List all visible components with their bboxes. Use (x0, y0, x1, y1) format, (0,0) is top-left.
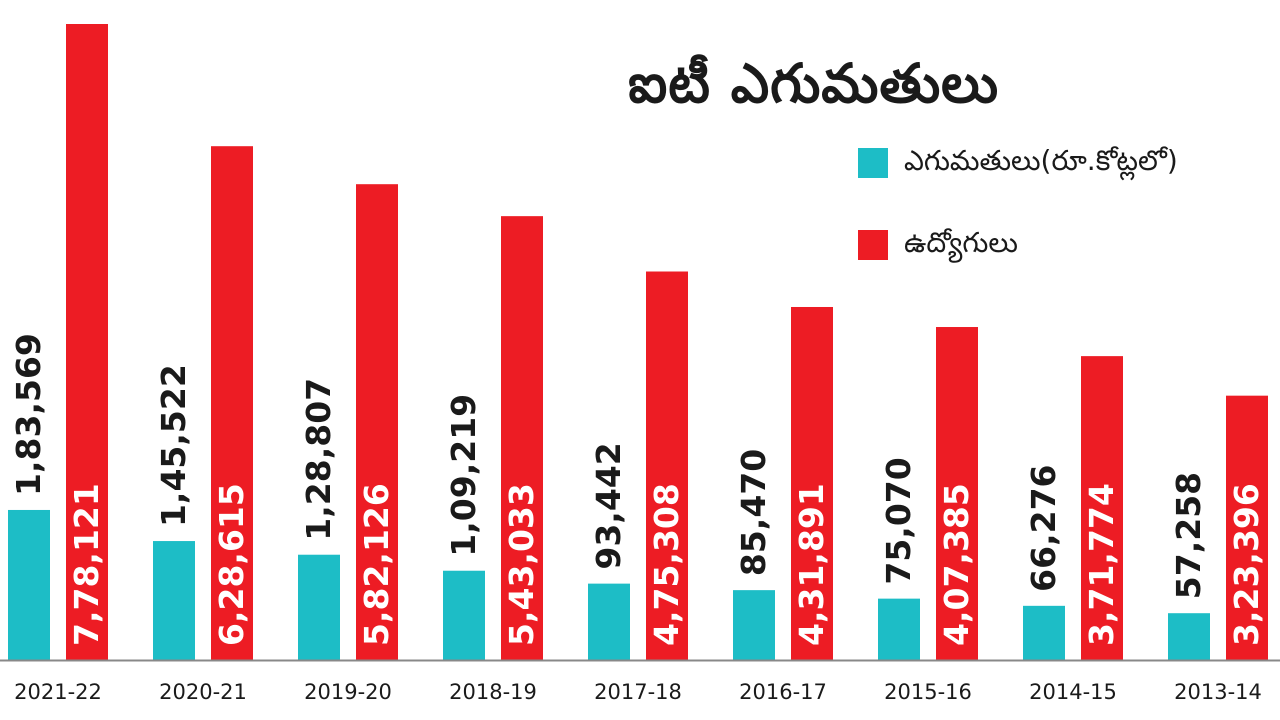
tick-label-2021-22: 2021-22 (14, 680, 102, 704)
label-employees-2021-22: 7,78,121 (67, 483, 106, 646)
label-exports-2013-14: 57,258 (1169, 472, 1208, 599)
bar-employees-2019-20 (356, 184, 398, 661)
bar-exports-2018-19 (443, 570, 485, 660)
tick-label-2020-21: 2020-21 (159, 680, 247, 704)
legend-swatch-employees (858, 230, 888, 260)
bar-exports-2017-18 (588, 583, 630, 660)
bar-employees-2015-16 (936, 327, 978, 660)
label-exports-2019-20: 1,28,807 (299, 378, 338, 541)
bar-employees-2021-22 (66, 24, 108, 660)
label-employees-2013-14: 3,23,396 (1227, 483, 1266, 646)
label-employees-2020-21: 6,28,615 (212, 483, 251, 646)
bar-exports-2015-16 (878, 598, 920, 660)
label-employees-2014-15: 3,71,774 (1082, 483, 1121, 646)
tick-label-2013-14: 2013-14 (1174, 680, 1262, 704)
tick-label-2015-16: 2015-16 (884, 680, 972, 704)
label-employees-2016-17: 4,31,891 (792, 483, 831, 646)
label-exports-2014-15: 66,276 (1024, 464, 1063, 591)
tick-label-2014-15: 2014-15 (1029, 680, 1117, 704)
label-exports-2015-16: 75,070 (879, 457, 918, 584)
label-employees-2015-16: 4,07,385 (937, 483, 976, 646)
bar-employees-2017-18 (646, 271, 688, 660)
tick-label-2017-18: 2017-18 (594, 680, 682, 704)
bar-employees-2014-15 (1081, 356, 1123, 660)
label-exports-2017-18: 93,442 (589, 442, 628, 569)
label-exports-2021-22: 1,83,569 (9, 333, 48, 496)
legend-item-employees: ఉద్యోగులు (858, 226, 1258, 266)
bar-exports-2020-21 (153, 541, 195, 660)
label-exports-2018-19: 1,09,219 (444, 394, 483, 557)
bar-exports-2016-17 (733, 590, 775, 660)
bar-employees-2016-17 (791, 306, 833, 660)
label-employees-2017-18: 4,75,308 (647, 483, 686, 646)
label-employees-2019-20: 5,82,126 (357, 483, 396, 646)
legend-swatch-exports (858, 148, 888, 178)
tick-label-2016-17: 2016-17 (739, 680, 827, 704)
legend-item-exports: ఎగుమతులు(రూ.కోట్లలో) (858, 144, 1258, 184)
bar-employees-2020-21 (211, 146, 253, 660)
label-employees-2018-19: 5,43,033 (502, 483, 541, 646)
label-exports-2020-21: 1,45,522 (154, 364, 193, 527)
bar-employees-2013-14 (1226, 395, 1268, 660)
label-exports-2016-17: 85,470 (734, 449, 773, 576)
bar-employees-2018-19 (501, 216, 543, 660)
legend-label-exports: ఎగుమతులు(రూ.కోట్లలో) (904, 144, 1178, 177)
bar-exports-2014-15 (1023, 605, 1065, 660)
tick-label-2019-20: 2019-20 (304, 680, 392, 704)
tick-label-2018-19: 2018-19 (449, 680, 537, 704)
bar-exports-2021-22 (8, 509, 50, 660)
bar-exports-2019-20 (298, 554, 340, 660)
chart-title: ఐటీ ఎగుమతులు (628, 52, 1000, 115)
bar-exports-2013-14 (1168, 613, 1210, 660)
legend-label-employees: ఉద్యోగులు (904, 226, 1018, 259)
